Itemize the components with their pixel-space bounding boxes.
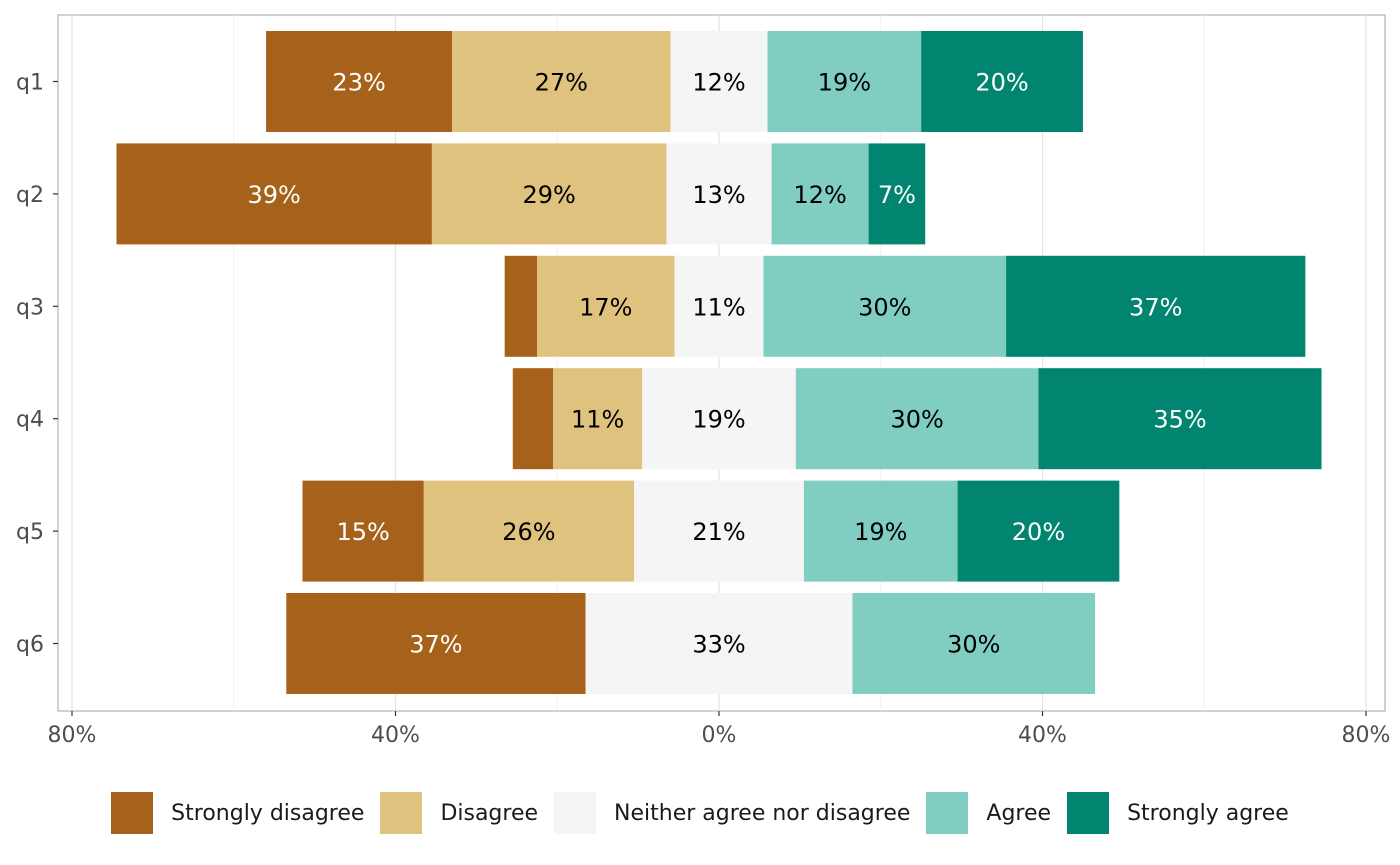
y-tick-label: q4 <box>16 408 44 433</box>
bar-segment <box>116 143 432 245</box>
data-label: 12% <box>692 69 745 97</box>
legend-label: Disagree <box>440 800 539 826</box>
data-label: 27% <box>535 69 588 97</box>
data-label: 19% <box>818 69 871 97</box>
y-tick-label: q1 <box>16 71 44 96</box>
legend-item: Neither agree nor disagree <box>554 792 910 834</box>
bar-segment <box>868 143 926 245</box>
data-label: 7% <box>878 181 916 209</box>
data-label: 19% <box>854 518 907 546</box>
data-label: 20% <box>975 69 1028 97</box>
bar-row-q3: 17% 11% 30% 37% <box>504 255 1306 357</box>
bar-segment <box>767 31 922 132</box>
bar-segment <box>642 368 796 470</box>
legend-swatch <box>1067 792 1110 834</box>
bar-segment <box>670 31 768 132</box>
bar-segment <box>302 480 424 582</box>
bar-segment <box>1006 255 1306 357</box>
legend-swatch <box>554 792 597 834</box>
bar-segment <box>921 31 1083 132</box>
plot-area: 23% 27% 12% 19% 20% q1 39% 29% 13% 12% 7% q2 17% 11% 3… <box>16 14 1391 748</box>
bar-segment <box>674 255 764 357</box>
y-tick-label: q5 <box>16 520 44 545</box>
y-tick-label: q2 <box>16 183 44 208</box>
bar-segment <box>452 31 671 132</box>
bar-segment <box>771 143 869 245</box>
data-label: 29% <box>522 181 575 209</box>
data-label: 30% <box>947 631 1000 659</box>
bar-row-q4: 11% 19% 30% 35% <box>512 368 1322 470</box>
legend-label: Strongly disagree <box>171 800 365 826</box>
data-label: 39% <box>248 181 301 209</box>
bar-row-q5: 15% 26% 21% 19% 20% <box>302 480 1120 582</box>
bar-row-q2: 39% 29% 13% 12% 7% <box>116 143 926 245</box>
legend-item: Agree <box>926 792 1051 834</box>
y-tick-label: q6 <box>16 633 44 658</box>
legend-swatch <box>380 792 423 834</box>
legend-label: Agree <box>986 800 1052 826</box>
legend-swatch <box>111 792 154 834</box>
bar-segment <box>266 31 453 132</box>
bar-row-q1: 23% 27% 12% 19% 20% <box>266 31 1083 132</box>
data-label: 30% <box>890 406 943 434</box>
bar-segment <box>666 143 772 245</box>
y-tick-label: q3 <box>16 295 44 320</box>
bar-segment <box>634 480 804 582</box>
legend-swatch <box>926 792 969 834</box>
bar-segment <box>286 593 586 694</box>
data-label: 17% <box>579 293 632 321</box>
data-label: 21% <box>692 518 745 546</box>
bar-segment <box>803 480 958 582</box>
data-label: 13% <box>692 181 745 209</box>
legend-label: Strongly agree <box>1127 800 1289 826</box>
data-label: 35% <box>1153 406 1206 434</box>
data-label: 19% <box>692 406 745 434</box>
data-label: 11% <box>571 406 624 434</box>
bar-segment <box>537 255 675 357</box>
bar-segment <box>585 593 853 694</box>
bar-segment <box>852 593 1096 694</box>
bar-segment <box>763 255 1007 357</box>
data-label: 37% <box>409 631 462 659</box>
x-tick-label: 0% <box>702 723 737 748</box>
legend-item: Disagree <box>380 792 538 834</box>
legend: Strongly disagree Disagree Neither agree n… <box>0 790 1400 836</box>
x-tick-label: 40% <box>1018 723 1067 748</box>
x-tick-label: 40% <box>371 723 420 748</box>
bar-segment <box>957 480 1120 582</box>
x-tick-label: 80% <box>48 723 97 748</box>
bar-segment <box>512 368 554 470</box>
data-label: 11% <box>692 293 745 321</box>
bar-segment <box>553 368 643 470</box>
bar-segment <box>504 255 538 357</box>
bar-row-q6: 37% 33% 30% <box>286 593 1096 694</box>
data-label: 37% <box>1129 293 1182 321</box>
bar-segment <box>1038 368 1322 470</box>
legend-item: Strongly agree <box>1067 792 1289 834</box>
data-label: 15% <box>336 518 389 546</box>
legend-item: Strongly disagree <box>111 792 364 834</box>
legend-label: Neither agree nor disagree <box>614 800 911 826</box>
data-label: 12% <box>793 181 846 209</box>
data-label: 20% <box>1012 518 1065 546</box>
data-label: 26% <box>502 518 555 546</box>
x-tick-label: 80% <box>1342 723 1391 748</box>
bar-segment <box>795 368 1039 470</box>
data-label: 30% <box>858 293 911 321</box>
bar-segment <box>423 480 635 582</box>
data-label: 33% <box>692 631 745 659</box>
bar-segment <box>431 143 667 245</box>
data-label: 23% <box>332 69 385 97</box>
